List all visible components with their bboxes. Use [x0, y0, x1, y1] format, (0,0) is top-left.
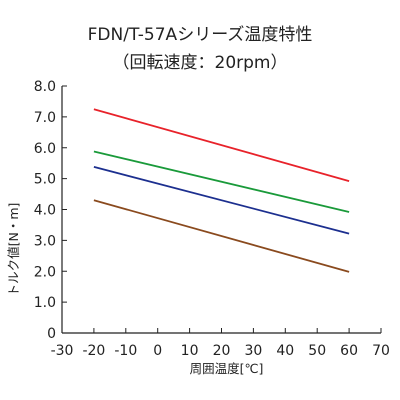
- x-tick-label: 20: [213, 343, 231, 359]
- x-tick-label: 40: [276, 343, 294, 359]
- x-axis-ticks: -30 -20 -10 0 10 20 30 40 50 60 70: [51, 328, 390, 359]
- y-tick-label: 5.0: [34, 172, 56, 188]
- x-tick-label: 30: [244, 343, 262, 359]
- x-tick-label: 60: [340, 343, 358, 359]
- x-axis-label: 周囲温度[℃]: [190, 361, 264, 376]
- chart-title: FDN/T-57Aシリーズ温度特性: [87, 25, 313, 45]
- y-tick-label: 0: [47, 326, 56, 342]
- series-lines: [93, 108, 350, 273]
- series-line-2: [93, 150, 350, 213]
- y-tick-label: 7.0: [34, 110, 56, 126]
- x-tick-label: 70: [372, 343, 390, 359]
- x-tick-label: 0: [153, 343, 162, 359]
- y-tick-label: 8.0: [34, 79, 56, 95]
- x-tick-label: -20: [82, 343, 105, 359]
- y-axis-ticks: 0 1.0 2.0 3.0 4.0 5.0 6.0 7.0 8.0: [34, 79, 67, 342]
- y-tick-label: 1.0: [34, 295, 56, 311]
- series-line-1: [93, 108, 350, 182]
- x-tick-label: 10: [181, 343, 199, 359]
- x-tick-label: -30: [51, 343, 74, 359]
- y-tick-label: 6.0: [34, 141, 56, 157]
- x-tick-label: 50: [308, 343, 326, 359]
- axes: [61, 86, 381, 334]
- x-tick-label: -10: [114, 343, 137, 359]
- series-line-4: [93, 199, 350, 273]
- y-tick-label: 2.0: [34, 264, 56, 280]
- series-line-3: [93, 166, 350, 235]
- chart-subtitle: （回転速度：20rpm）: [112, 53, 288, 73]
- y-tick-label: 3.0: [34, 233, 56, 249]
- y-axis-label: トルク値[N・m]: [6, 203, 21, 297]
- y-tick-label: 4.0: [34, 203, 56, 219]
